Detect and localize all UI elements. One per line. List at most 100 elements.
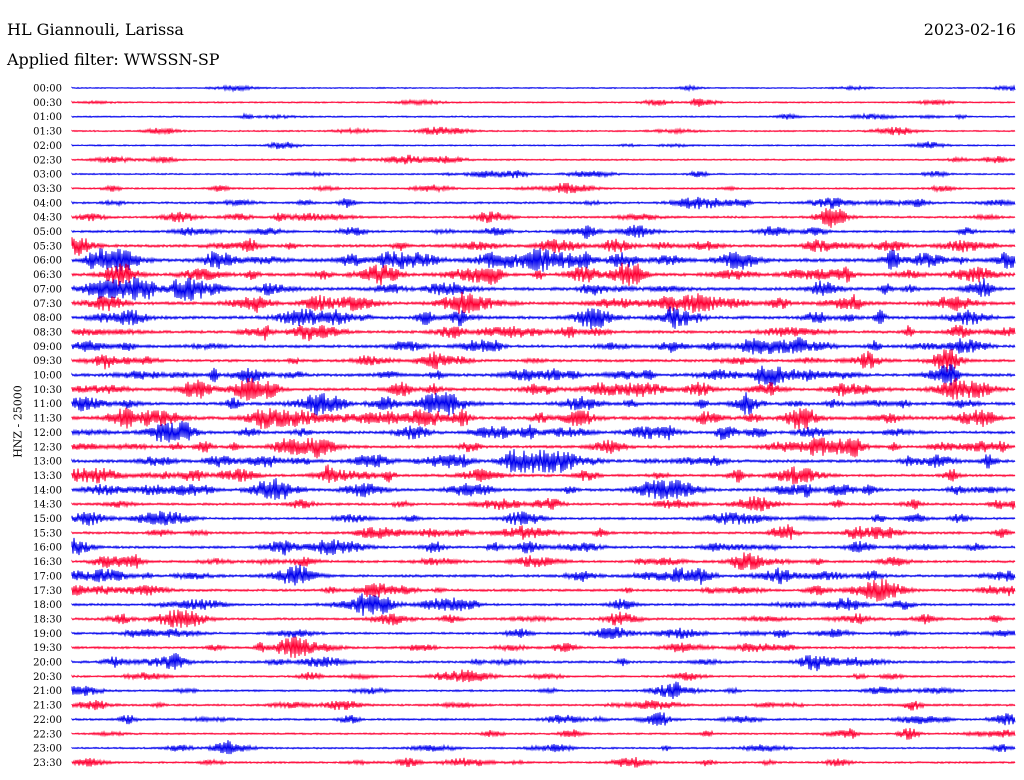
time-tick-label: 21:00	[33, 686, 62, 697]
trace-line	[71, 324, 1016, 342]
date-label: 2023-02-16	[923, 20, 1016, 39]
trace-line	[71, 392, 1016, 416]
trace-line	[71, 524, 1016, 540]
trace-group	[71, 83, 1016, 768]
time-tick-label: 02:30	[33, 155, 62, 166]
time-tick-label: 13:30	[33, 471, 62, 482]
trace-line	[71, 337, 1016, 355]
time-tick-label: 06:30	[33, 270, 62, 281]
time-tick-label: 11:30	[33, 414, 62, 425]
trace-line	[71, 306, 1016, 330]
time-tick-label: 15:30	[33, 528, 62, 539]
trace-line	[71, 98, 1016, 107]
trace-line	[71, 407, 1016, 430]
time-tick-label: 20:00	[33, 658, 62, 669]
time-tick-label: 06:00	[33, 256, 62, 267]
trace-line	[71, 126, 1016, 136]
time-tick-label: 15:00	[33, 514, 62, 525]
trace-line	[71, 291, 1016, 314]
trace-line	[71, 208, 1016, 228]
time-tick-label: 14:00	[33, 485, 62, 496]
trace-line	[71, 377, 1016, 401]
trace-line	[71, 154, 1016, 165]
trace-line	[71, 712, 1016, 726]
trace-line	[71, 578, 1016, 602]
time-tick-label: 16:00	[33, 543, 62, 554]
time-tick-label: 13:00	[33, 457, 62, 468]
time-tick-label: 12:30	[33, 442, 62, 453]
station-title: HL Giannouli, Larissa	[7, 20, 184, 39]
time-tick-label: 04:30	[33, 213, 62, 224]
trace-line	[71, 112, 1016, 121]
time-tick-label: 19:00	[33, 629, 62, 640]
trace-line	[71, 727, 1016, 740]
trace-line	[71, 564, 1016, 586]
time-tick-label: 05:00	[33, 227, 62, 238]
time-tick-label: 11:00	[33, 399, 62, 410]
time-tick-label: 02:00	[33, 141, 62, 152]
time-tick-label: 10:30	[33, 385, 62, 396]
time-tick-label: 23:00	[33, 744, 62, 755]
time-tick-label: 08:00	[33, 313, 62, 324]
time-tick-label: 22:00	[33, 715, 62, 726]
time-tick-label: 22:30	[33, 729, 62, 740]
trace-line	[71, 196, 1016, 210]
time-tick-label: 03:30	[33, 184, 62, 195]
time-tick-label: 00:00	[33, 84, 62, 95]
time-tick-label: 12:00	[33, 428, 62, 439]
time-tick-label: 10:00	[33, 371, 62, 382]
trace-line	[71, 262, 1016, 287]
trace-line	[71, 496, 1016, 512]
trace-line	[71, 141, 1016, 150]
time-tick-label: 00:30	[33, 98, 62, 109]
time-tick-label: 17:30	[33, 586, 62, 597]
trace-line	[71, 349, 1016, 373]
time-tick-label: 01:00	[33, 112, 62, 123]
trace-line	[71, 224, 1016, 240]
time-tick-label: 21:30	[33, 701, 62, 712]
time-tick-label: 01:30	[33, 127, 62, 138]
trace-line	[71, 669, 1016, 683]
trace-line	[71, 478, 1016, 500]
trace-line	[71, 420, 1016, 443]
trace-line	[71, 609, 1016, 628]
time-tick-label: 16:30	[33, 557, 62, 568]
time-tick-label: 04:00	[33, 198, 62, 209]
trace-line	[71, 169, 1016, 179]
trace-line	[71, 276, 1016, 301]
trace-line	[71, 182, 1016, 194]
time-tick-label: 18:30	[33, 614, 62, 625]
filter-label: Applied filter: WWSSN-SP	[7, 50, 220, 69]
time-tick-label: 07:00	[33, 284, 62, 295]
time-tick-label: 08:30	[33, 327, 62, 338]
trace-line	[71, 464, 1016, 485]
time-tick-label: 09:00	[33, 342, 62, 353]
trace-line	[71, 537, 1016, 556]
trace-line	[71, 652, 1016, 672]
time-tick-label: 14:30	[33, 500, 62, 511]
trace-line	[71, 510, 1016, 526]
time-tick-label: 23:30	[33, 758, 62, 769]
trace-line	[71, 552, 1016, 571]
time-tick-label: 05:30	[33, 241, 62, 252]
time-tick-label: 17:00	[33, 571, 62, 582]
trace-line	[71, 449, 1016, 473]
trace-line	[71, 757, 1016, 768]
trace-line	[71, 437, 1016, 459]
time-tick-label: 09:30	[33, 356, 62, 367]
time-tick-label: 03:00	[33, 170, 62, 181]
trace-line	[71, 237, 1016, 256]
time-tick-label: 07:30	[33, 299, 62, 310]
tick-label-group: 00:00 00:30 01:00 01:30 02:00 02:30 03:00 03:30…	[33, 84, 62, 769]
trace-line	[71, 364, 1016, 387]
time-tick-label: 19:30	[33, 643, 62, 654]
trace-line	[71, 700, 1016, 711]
trace-line	[71, 740, 1016, 755]
trace-line	[71, 83, 1016, 93]
trace-line	[71, 248, 1016, 273]
time-tick-label: 18:00	[33, 600, 62, 611]
time-tick-label: 20:30	[33, 672, 62, 683]
trace-line	[71, 681, 1016, 700]
trace-line	[71, 593, 1016, 616]
